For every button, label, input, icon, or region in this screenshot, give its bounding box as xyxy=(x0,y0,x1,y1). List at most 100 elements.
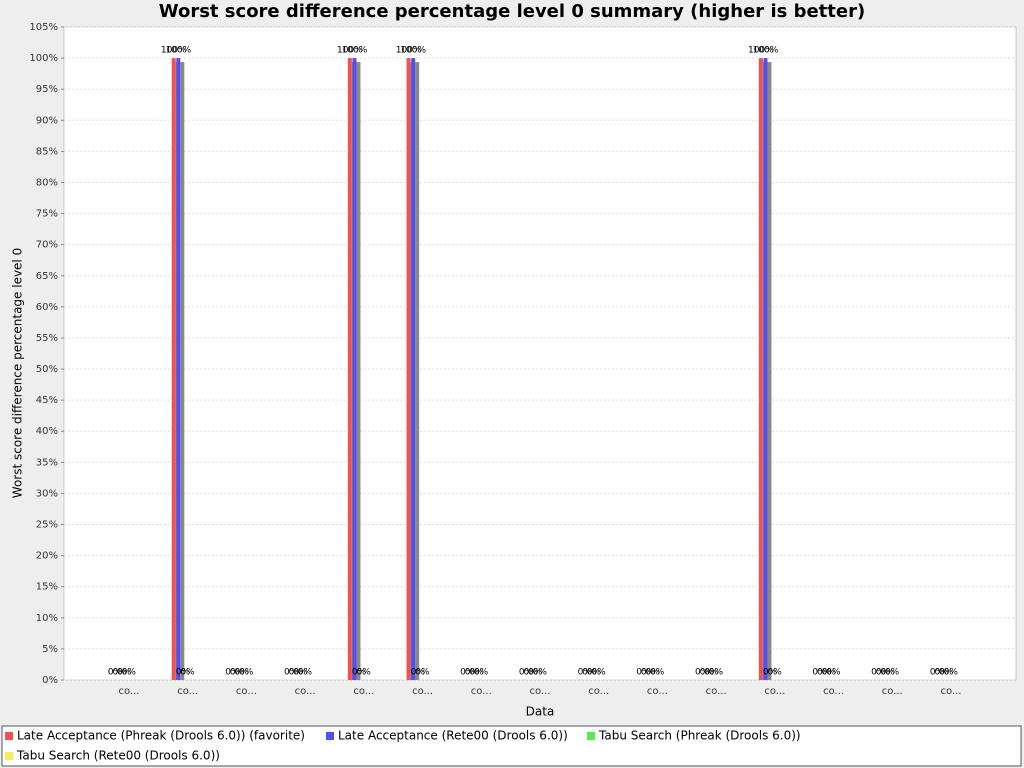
bar xyxy=(347,58,352,681)
x-tick-label: co... xyxy=(412,686,433,697)
value-label: 0% xyxy=(528,668,543,678)
value-label: 100% xyxy=(753,46,779,56)
x-tick-label: co... xyxy=(295,686,316,697)
value-label: 0% xyxy=(523,668,538,678)
bar xyxy=(758,58,763,681)
y-tick-label: 50% xyxy=(36,364,58,375)
value-label: 0% xyxy=(880,668,895,678)
x-tick-label: co... xyxy=(706,686,727,697)
bar xyxy=(411,58,416,681)
y-tick-label: 60% xyxy=(36,302,58,313)
value-label: 0% xyxy=(582,668,597,678)
y-tick-label: 35% xyxy=(36,457,58,468)
value-label: 0% xyxy=(636,668,651,678)
y-tick-label: 105% xyxy=(29,22,58,33)
bar-shadow xyxy=(356,62,361,681)
y-tick-label: 5% xyxy=(42,644,58,655)
value-label: 0% xyxy=(812,668,827,678)
y-tick-label: 95% xyxy=(36,84,58,95)
value-label: 0% xyxy=(700,668,715,678)
value-label: 100% xyxy=(337,46,363,56)
value-label: 0% xyxy=(587,668,602,678)
value-label: 0% xyxy=(763,668,778,678)
y-tick-label: 30% xyxy=(36,488,58,499)
y-tick-label: 45% xyxy=(36,395,58,406)
legend xyxy=(1,725,1022,767)
legend-swatch xyxy=(5,732,13,740)
legend-label: Tabu Search (Phreak (Drools 6.0)) xyxy=(598,729,801,743)
value-label: 0% xyxy=(695,668,710,678)
y-tick-label: 65% xyxy=(36,271,58,282)
value-label: 0% xyxy=(234,668,249,678)
value-label: 0% xyxy=(704,668,719,678)
value-label: 0% xyxy=(176,668,191,678)
value-label: 0% xyxy=(298,668,313,678)
chart-title: Worst score difference percentage level … xyxy=(159,1,865,22)
value-label: 0% xyxy=(112,668,127,678)
legend-label: Late Acceptance (Rete00 (Drools 6.0)) xyxy=(338,729,568,743)
x-tick-label: co... xyxy=(353,686,374,697)
value-label: 0% xyxy=(645,668,660,678)
value-label: 0% xyxy=(117,668,132,678)
value-label: 0% xyxy=(293,668,308,678)
x-tick-label: co... xyxy=(530,686,551,697)
x-tick-label: co... xyxy=(177,686,198,697)
legend-swatch xyxy=(5,752,13,760)
value-label: 0% xyxy=(411,668,426,678)
y-tick-label: 70% xyxy=(36,240,58,251)
bar xyxy=(171,58,176,681)
y-tick-label: 90% xyxy=(36,115,58,126)
y-tick-label: 80% xyxy=(36,177,58,188)
y-tick-label: 15% xyxy=(36,582,58,593)
legend-label: Late Acceptance (Phreak (Drools 6.0)) (f… xyxy=(17,729,305,743)
x-tick-label: co... xyxy=(119,686,140,697)
value-label: 0% xyxy=(826,668,841,678)
value-label: 0% xyxy=(352,668,367,678)
value-label: 0% xyxy=(939,668,954,678)
value-label: 0% xyxy=(885,668,900,678)
bar xyxy=(763,58,768,681)
value-label: 0% xyxy=(469,668,484,678)
value-label: 0% xyxy=(822,668,837,678)
x-tick-label: co... xyxy=(588,686,609,697)
value-label: 0% xyxy=(180,668,195,678)
value-label: 0% xyxy=(284,668,299,678)
value-label: 0% xyxy=(519,668,534,678)
x-tick-label: co... xyxy=(941,686,962,697)
value-label: 0% xyxy=(415,668,430,678)
y-tick-label: 100% xyxy=(29,53,58,64)
value-label: 0% xyxy=(108,668,123,678)
y-tick-label: 75% xyxy=(36,209,58,220)
bar xyxy=(406,58,411,681)
bar xyxy=(176,58,181,681)
value-label: 100% xyxy=(396,46,422,56)
value-label: 0% xyxy=(768,668,783,678)
value-label: 0% xyxy=(122,668,137,678)
value-label: 0% xyxy=(578,668,593,678)
value-label: 0% xyxy=(230,668,245,678)
legend-label: Tabu Search (Rete00 (Drools 6.0)) xyxy=(16,749,220,763)
x-tick-label: co... xyxy=(471,686,492,697)
x-tick-label: co... xyxy=(882,686,903,697)
value-label: 0% xyxy=(460,668,475,678)
y-tick-label: 55% xyxy=(36,333,58,344)
value-label: 0% xyxy=(465,668,480,678)
value-label: 0% xyxy=(533,668,548,678)
y-tick-label: 40% xyxy=(36,426,58,437)
y-tick-label: 85% xyxy=(36,146,58,157)
value-label: 0% xyxy=(239,668,254,678)
value-label: 100% xyxy=(400,46,426,56)
y-tick-label: 10% xyxy=(36,613,58,624)
value-label: 0% xyxy=(289,668,304,678)
value-label: 0% xyxy=(871,668,886,678)
bar-shadow xyxy=(415,62,420,681)
value-label: 0% xyxy=(650,668,665,678)
bar xyxy=(352,58,357,681)
bar-shadow xyxy=(767,62,772,681)
value-label: 0% xyxy=(641,668,656,678)
value-label: 100% xyxy=(342,46,368,56)
x-tick-label: co... xyxy=(647,686,668,697)
value-label: 100% xyxy=(161,46,187,56)
legend-swatch xyxy=(326,732,334,740)
